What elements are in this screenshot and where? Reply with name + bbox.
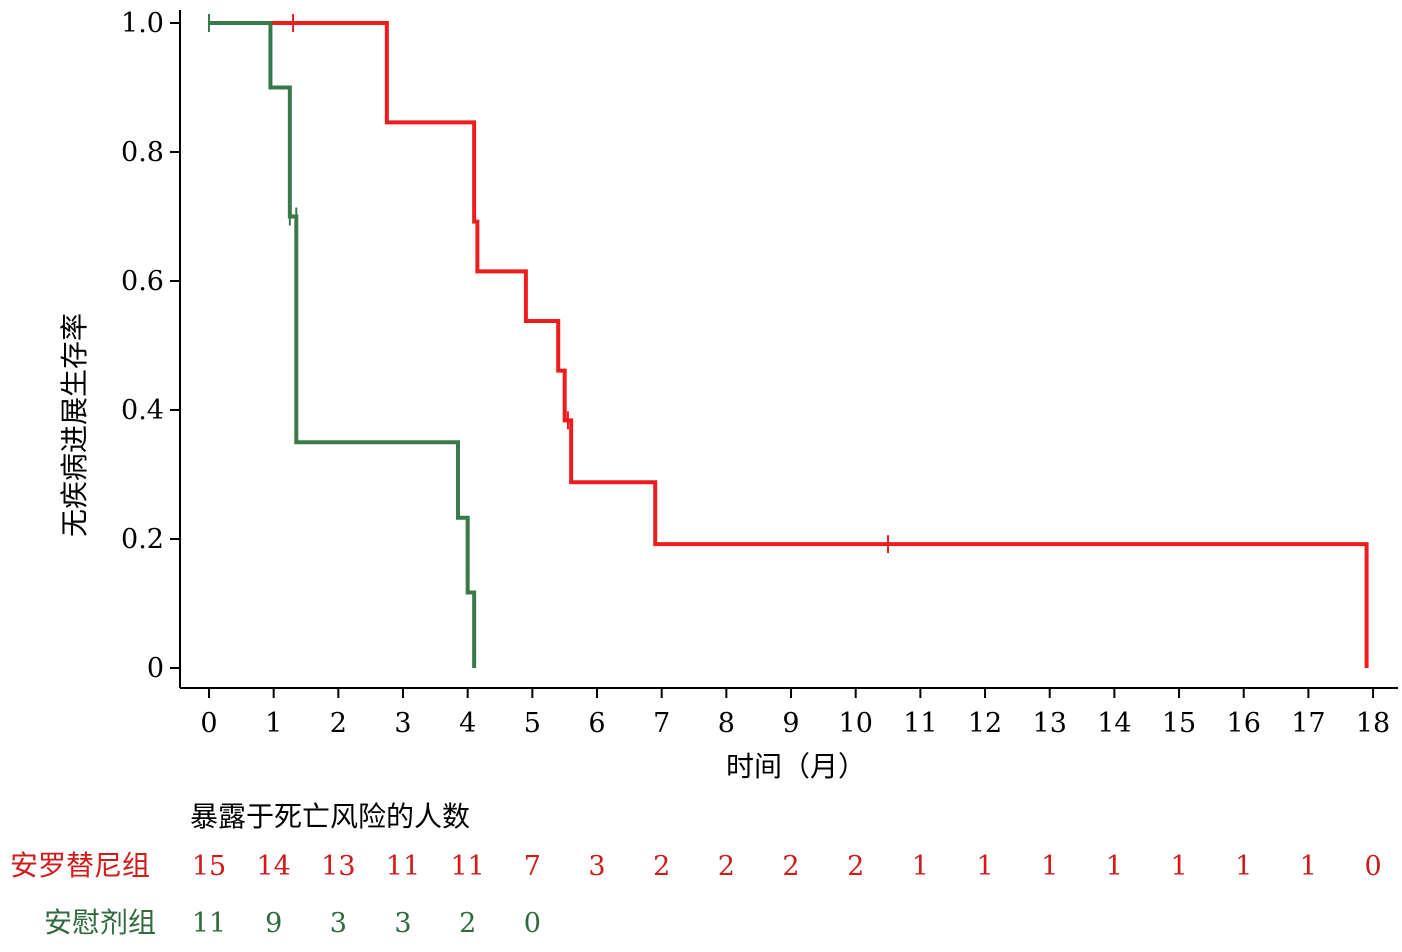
risk-table-title: 暴露于死亡风险的人数 (190, 800, 470, 833)
y-tick-label-0: 0 (147, 653, 164, 684)
risk-count-0-7: 2 (653, 851, 670, 882)
axes (179, 10, 1398, 689)
x-tick-label-7: 7 (653, 708, 670, 739)
x-tick-label-2: 2 (330, 708, 347, 739)
x-tick-label-11: 11 (903, 708, 937, 739)
x-tick-label-10: 10 (839, 708, 873, 739)
risk-count-0-3: 11 (386, 851, 420, 882)
risk-count-0-14: 1 (1106, 851, 1123, 882)
x-tick-label-14: 14 (1097, 708, 1131, 739)
risk-row-label-0: 安罗替尼组 (10, 849, 150, 882)
series-line-1 (209, 21, 477, 668)
risk-count-0-0: 15 (192, 851, 226, 882)
x-tick-label-8: 8 (718, 708, 735, 739)
y-tick-label-4: 0.8 (121, 137, 164, 168)
risk-count-0-12: 1 (976, 851, 993, 882)
risk-count-1-3: 3 (394, 908, 411, 939)
risk-count-0-18: 0 (1364, 851, 1381, 882)
x-tick-label-18: 18 (1356, 708, 1390, 739)
x-tick-label-17: 17 (1291, 708, 1325, 739)
risk-count-0-10: 2 (847, 851, 864, 882)
risk-count-0-15: 1 (1170, 851, 1187, 882)
x-tick-label-15: 15 (1162, 708, 1196, 739)
y-tick-label-5: 1.0 (121, 8, 164, 39)
risk-count-1-4: 2 (459, 908, 476, 939)
risk-count-0-16: 1 (1235, 851, 1252, 882)
x-axis-title: 时间（月） (726, 750, 866, 783)
risk-count-0-11: 1 (912, 851, 929, 882)
x-tick-label-4: 4 (459, 708, 476, 739)
series-layer (208, 14, 1369, 668)
risk-count-0-1: 14 (256, 851, 290, 882)
x-tick-label-9: 9 (782, 708, 799, 739)
x-tick-label-1: 1 (265, 708, 282, 739)
risk-count-0-8: 2 (718, 851, 735, 882)
x-tick-label-13: 13 (1033, 708, 1067, 739)
x-tick-label-5: 5 (524, 708, 541, 739)
x-tick-label-16: 16 (1227, 708, 1261, 739)
risk-count-1-1: 9 (265, 908, 282, 939)
risk-count-0-17: 1 (1300, 851, 1317, 882)
x-tick-label-12: 12 (968, 708, 1002, 739)
risk-count-1-0: 11 (192, 908, 226, 939)
risk-count-0-9: 2 (782, 851, 799, 882)
y-tick-label-1: 0.2 (121, 524, 164, 555)
y-ticks: 0 0.2 0.4 0.6 0.8 1.0 (121, 8, 180, 684)
risk-count-0-6: 3 (588, 851, 605, 882)
risk-count-1-5: 0 (524, 908, 541, 939)
y-tick-label-2: 0.4 (121, 395, 164, 426)
risk-count-0-13: 1 (1041, 851, 1058, 882)
series-line-0 (209, 21, 1369, 668)
risk-count-0-4: 11 (451, 851, 485, 882)
x-tick-label-3: 3 (394, 708, 411, 739)
risk-row-label-1: 安慰剂组 (44, 906, 156, 939)
x-tick-label-6: 6 (588, 708, 605, 739)
x-tick-label-0: 0 (200, 708, 217, 739)
x-ticks: 0 1 2 3 4 5 6 7 8 9 10 11 12 13 14 15 16 17 18 (200, 688, 1390, 739)
risk-count-0-5: 7 (524, 851, 541, 882)
risk-count-0-2: 13 (321, 851, 355, 882)
y-tick-label-3: 0.6 (121, 266, 164, 297)
y-axis-title: 无疾病进展生存率 (58, 313, 91, 537)
risk-count-1-2: 3 (330, 908, 347, 939)
